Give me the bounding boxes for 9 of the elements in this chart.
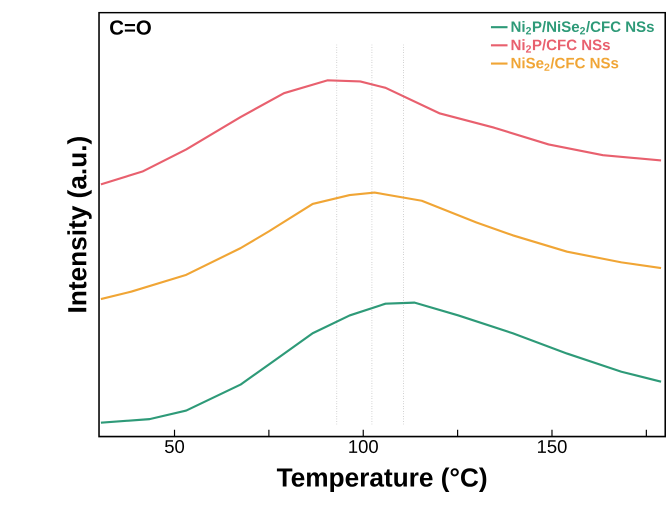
text: C=O xyxy=(110,20,151,35)
legend-label: NiSe$_{2}$/CFC NSs xyxy=(512,57,618,71)
x-tick-label: 50 xyxy=(164,440,184,453)
legend-label: Ni$_{2}$P/NiSe$_{2}$/CFC NSs xyxy=(512,20,654,34)
legend-label: Ni$_{2}$P/CFC NSs xyxy=(512,39,610,52)
y-axis-title: Intensity (a.u.) xyxy=(67,136,92,312)
x-tick-label: 100 xyxy=(349,440,378,453)
x-tick-label: 150 xyxy=(538,440,567,453)
x-axis-title: Temperature (°C) xyxy=(276,467,486,492)
